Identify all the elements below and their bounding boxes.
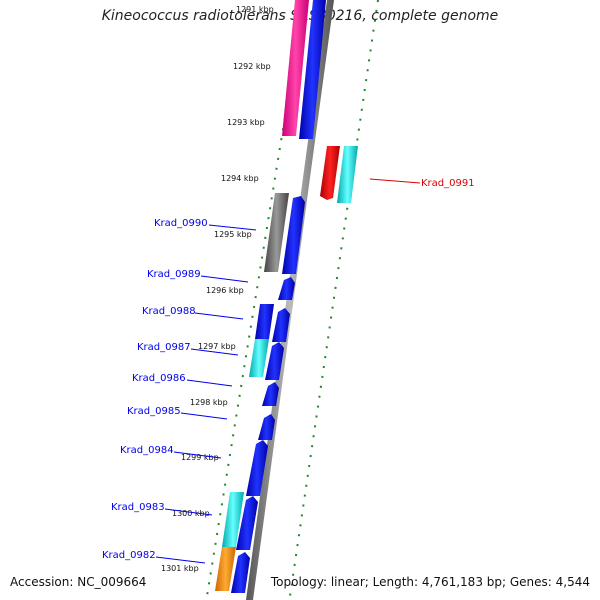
gene-blue-0989 bbox=[278, 277, 295, 300]
gene-blue-0987 bbox=[265, 342, 284, 380]
gene-label-krad-0982: Krad_0982 bbox=[102, 550, 156, 561]
gene-blue-top bbox=[299, 0, 326, 139]
gene-label-krad-0984: Krad_0984 bbox=[120, 445, 174, 456]
kbp-tick: 1295 kbp bbox=[214, 230, 252, 239]
gene-cyan-0983 bbox=[222, 492, 244, 547]
gene-cyan-0987 bbox=[249, 339, 269, 377]
gene-leader-lines bbox=[155, 224, 257, 564]
gene-labels-left: Krad_0990 Krad_0989 Krad_0988 Krad_0987 … bbox=[102, 218, 208, 561]
accession-text: Accession: NC_009664 bbox=[10, 575, 147, 589]
gene-orange-0982 bbox=[215, 547, 236, 591]
gene-blue-0988a bbox=[255, 304, 274, 339]
gene-label-krad-0983: Krad_0983 bbox=[111, 502, 165, 513]
genome-summary-text: Topology: linear; Length: 4,761,183 bp; … bbox=[270, 575, 590, 589]
gene-blue-0985 bbox=[258, 414, 275, 440]
right-tick-track bbox=[289, 0, 379, 597]
gene-label-krad-0987: Krad_0987 bbox=[137, 342, 191, 353]
gene-label-krad-0991: Krad_0991 bbox=[421, 178, 475, 189]
gene-label-krad-0989: Krad_0989 bbox=[147, 269, 201, 280]
gene-red-krad-0991 bbox=[320, 146, 340, 200]
gene-blue-0982 bbox=[231, 552, 250, 593]
gene-blue-0990 bbox=[282, 196, 305, 274]
gene-blue-0988b bbox=[272, 308, 290, 342]
gene-gray bbox=[264, 193, 289, 272]
kbp-tick-labels: 1291 kbp 1292 kbp 1293 kbp 1294 kbp 1295… bbox=[161, 5, 274, 573]
gene-label-krad-0988: Krad_0988 bbox=[142, 306, 196, 317]
gene-blue-0983 bbox=[236, 496, 258, 550]
gene-magenta-top bbox=[282, 0, 309, 136]
gene-label-krad-0990: Krad_0990 bbox=[154, 218, 208, 229]
kbp-tick: 1291 kbp bbox=[236, 5, 274, 14]
gene-label-krad-0985: Krad_0985 bbox=[127, 406, 181, 417]
kbp-tick: 1297 kbp bbox=[198, 342, 236, 351]
kbp-tick: 1300 kbp bbox=[172, 509, 210, 518]
kbp-tick: 1298 kbp bbox=[190, 398, 228, 407]
gene-leader-line-krad-0991 bbox=[369, 178, 421, 184]
gene-cyan-right bbox=[337, 146, 358, 203]
kbp-tick: 1301 kbp bbox=[161, 564, 199, 573]
kbp-tick: 1292 kbp bbox=[233, 62, 271, 71]
kbp-tick: 1293 kbp bbox=[227, 118, 265, 127]
gene-label-krad-0986: Krad_0986 bbox=[132, 373, 186, 384]
kbp-tick: 1296 kbp bbox=[206, 286, 244, 295]
gene-blue-0986 bbox=[262, 382, 279, 406]
gene-blue-0984 bbox=[246, 440, 268, 496]
kbp-tick: 1299 kbp bbox=[181, 453, 219, 462]
kbp-tick: 1294 kbp bbox=[221, 174, 259, 183]
